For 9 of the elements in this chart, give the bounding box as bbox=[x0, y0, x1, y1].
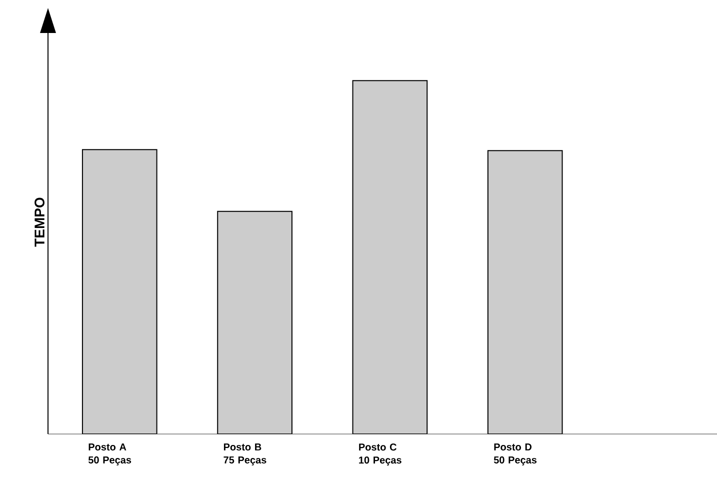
bar bbox=[217, 210, 292, 434]
x-tick-label: Posto B 75 Peças bbox=[224, 444, 266, 466]
bar bbox=[352, 80, 428, 434]
x-tick-label: Posto D 50 Peças bbox=[494, 444, 537, 466]
bar bbox=[82, 149, 158, 434]
bar bbox=[487, 150, 563, 434]
x-tick-label: Posto A 50 Peças bbox=[88, 444, 132, 466]
x-tick-label: Posto C 10 Peças bbox=[359, 444, 402, 466]
y-axis-title: TEMPO bbox=[34, 198, 44, 247]
